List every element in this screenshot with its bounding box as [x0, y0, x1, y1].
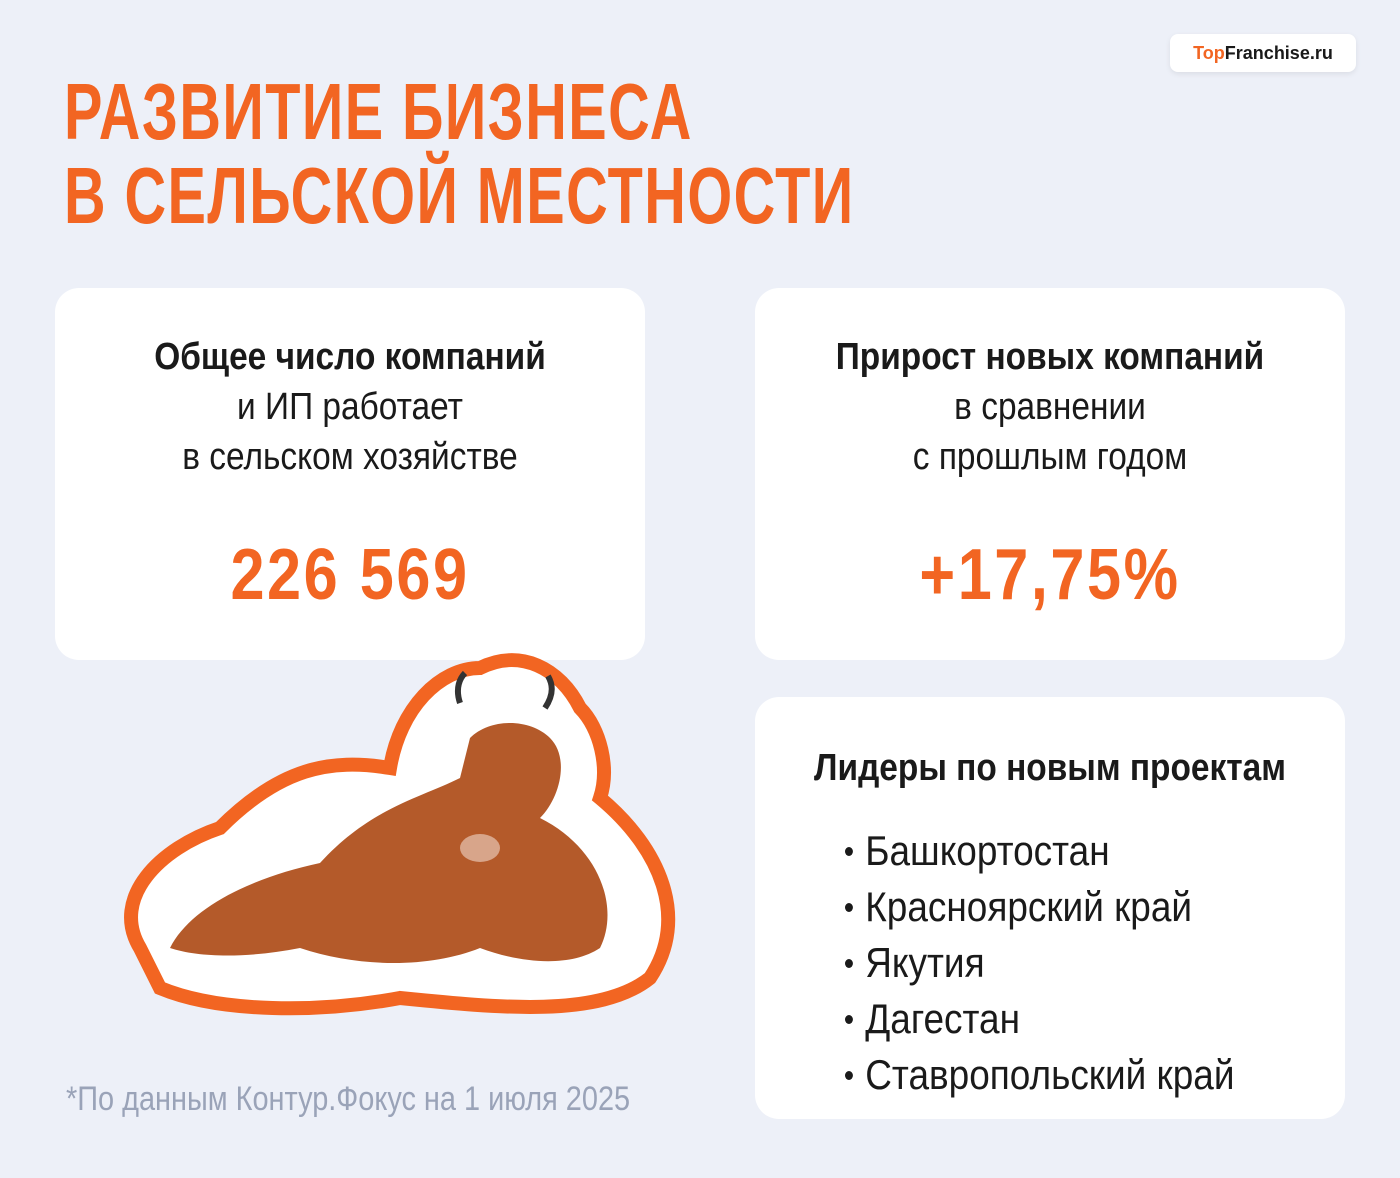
- cow-horns: [454, 670, 555, 710]
- footnote: *По данным Контур.Фокус на 1 июля 2025: [66, 1080, 631, 1118]
- bullet: [845, 902, 853, 912]
- card-heading: Общее число компаний: [154, 336, 546, 378]
- leader-name: Якутия: [865, 939, 985, 986]
- title-line: В СЕЛЬСКОЙ МЕСТНОСТИ: [64, 151, 855, 240]
- cow-muzzle: [460, 834, 500, 862]
- bullet: [845, 1070, 853, 1080]
- leaders-heading: Лидеры по новым проектам: [814, 747, 1286, 789]
- leader-item: Якутия: [845, 935, 1285, 991]
- leaders-card: Лидеры по новым проектам Башкортостан Кра…: [755, 697, 1345, 1119]
- card-line: с прошлым годом: [912, 436, 1188, 478]
- leader-name: Дагестан: [865, 995, 1021, 1042]
- bullet: [845, 846, 853, 856]
- leader-item: Красноярский край: [845, 879, 1285, 935]
- card-value: 226 569: [230, 535, 470, 615]
- cow-body: [170, 723, 608, 963]
- leader-item: Ставропольский край: [845, 1047, 1285, 1103]
- card: Общее число компаний и ИП работает в сел…: [55, 288, 645, 660]
- bullet: [845, 958, 853, 968]
- card-text: Прирост новых компаний в сравнении с про…: [755, 288, 1345, 616]
- logo-accent: Top: [1193, 43, 1225, 63]
- card-line: в сельском хозяйстве: [182, 436, 518, 478]
- card-text: Общее число компаний и ИП работает в сел…: [55, 288, 645, 616]
- cow-illustration: [124, 653, 676, 1016]
- leader-name: Башкортостан: [865, 827, 1110, 874]
- card-text: Лидеры по новым проектам Башкортостан Кра…: [755, 697, 1345, 1103]
- title-line: РАЗВИТИЕ БИЗНЕСА: [64, 67, 693, 156]
- card-value: +17,75%: [919, 535, 1181, 615]
- leader-name: Красноярский край: [865, 883, 1193, 930]
- logo-rest: Franchise.ru: [1224, 43, 1333, 63]
- leader-name: Ставропольский край: [865, 1051, 1235, 1098]
- card: Прирост новых компаний в сравнении с про…: [755, 288, 1345, 660]
- leader-item: Дагестан: [845, 991, 1285, 1047]
- leader-item: Башкортостан: [845, 823, 1285, 879]
- leaders-list: Башкортостан Красноярский край Якутия Дагес…: [845, 823, 1345, 1103]
- bullet: [845, 1014, 853, 1024]
- logo: TopFranchise.ru: [1170, 34, 1356, 72]
- card-line: и ИП работает: [237, 386, 463, 428]
- title: РАЗВИТИЕ БИЗНЕСА В СЕЛЬСКОЙ МЕСТНОСТИ: [64, 70, 855, 238]
- card-line: в сравнении: [954, 386, 1146, 428]
- card-heading: Прирост новых компаний: [835, 336, 1265, 378]
